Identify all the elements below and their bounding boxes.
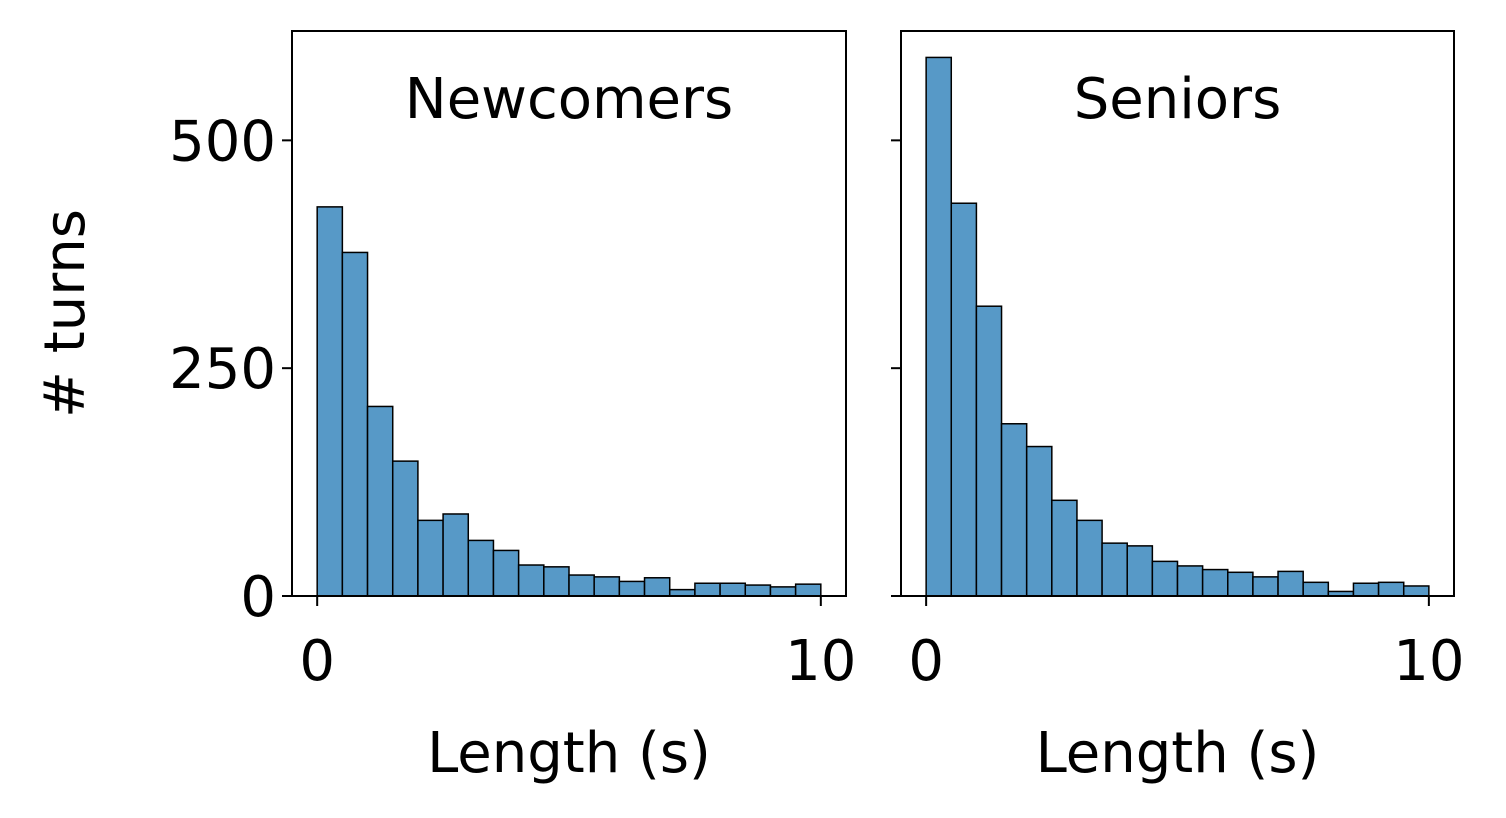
bar [568, 574, 595, 597]
bar [1377, 581, 1405, 597]
bar [1201, 568, 1229, 597]
y-tick-label: 250 [169, 337, 276, 402]
axes-frame [900, 30, 1455, 597]
bar [618, 580, 646, 597]
bar [341, 251, 369, 597]
bar [593, 576, 621, 597]
bar [316, 206, 344, 597]
bar [1101, 542, 1128, 597]
bar [694, 582, 721, 597]
bar [517, 564, 545, 597]
x-tick-label: 10 [785, 629, 856, 694]
bar [719, 582, 747, 597]
bar [1277, 570, 1304, 597]
bar [467, 539, 495, 597]
x-axis-label: Length (s) [1036, 721, 1320, 786]
bar [643, 577, 671, 597]
x-axis-label: Length (s) [427, 721, 711, 786]
bar [925, 56, 953, 597]
bar [1252, 576, 1279, 597]
bar [1126, 545, 1154, 597]
bar [1352, 582, 1380, 597]
bar [1025, 445, 1053, 597]
x-tick-label: 10 [1393, 629, 1464, 694]
bar [417, 519, 444, 597]
bar [1000, 423, 1028, 597]
bar [794, 583, 822, 597]
bar [1051, 499, 1078, 597]
y-tick-label: 0 [240, 565, 276, 630]
bar [1227, 571, 1254, 597]
bar [769, 586, 797, 597]
bar [543, 566, 570, 597]
bar [366, 405, 394, 597]
bar [1151, 560, 1179, 597]
bar [492, 549, 520, 597]
bar [1402, 585, 1430, 597]
axes-frame [291, 30, 847, 597]
y-axis-label: # turns [33, 209, 98, 418]
bar [1176, 565, 1204, 597]
panel-title: Newcomers [405, 67, 733, 132]
bar [744, 584, 772, 597]
x-tick-label: 0 [299, 629, 335, 694]
y-tick-label: 500 [169, 109, 276, 174]
bar [391, 460, 419, 597]
x-tick-label: 0 [908, 629, 944, 694]
bar [1076, 519, 1103, 597]
bar [950, 202, 978, 597]
bar [442, 513, 470, 597]
panel-title: Seniors [1074, 67, 1282, 132]
bar [975, 305, 1003, 597]
bar [1302, 581, 1330, 597]
